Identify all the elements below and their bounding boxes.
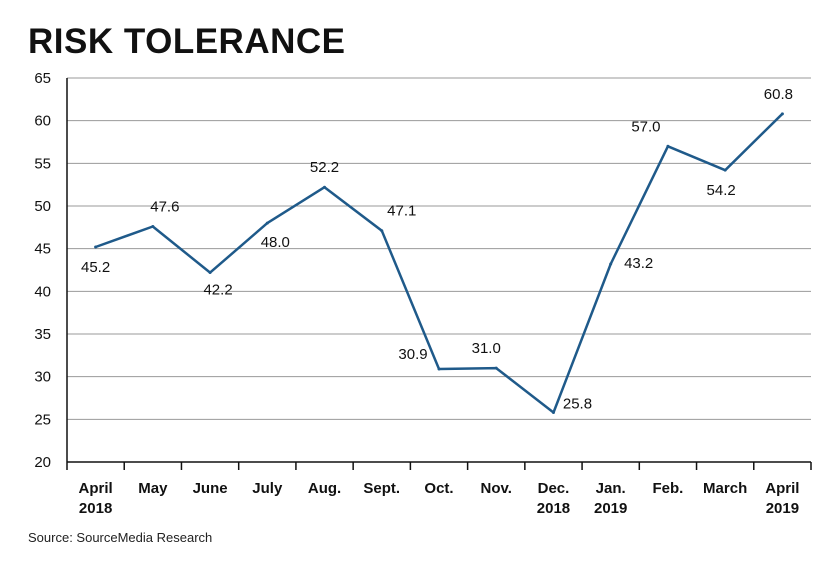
x-tick-label: Oct. <box>424 480 453 497</box>
x-tick-label: Aug. <box>308 480 341 497</box>
x-tick-label: Feb. <box>653 480 684 497</box>
data-label: 42.2 <box>203 282 232 299</box>
y-tick-label: 25 <box>34 411 51 428</box>
y-tick-label: 30 <box>34 369 51 386</box>
source-note: Source: SourceMedia Research <box>28 530 213 545</box>
data-label: 48.0 <box>261 234 290 251</box>
data-label: 25.8 <box>563 396 592 413</box>
x-tick-label: Nov. <box>481 480 512 497</box>
data-label: 45.2 <box>81 259 110 276</box>
data-label: 47.6 <box>150 198 179 215</box>
data-point <box>437 367 441 371</box>
data-point <box>94 245 98 249</box>
data-label: 31.0 <box>472 340 501 357</box>
data-point <box>609 262 613 266</box>
x-tick-label: April 2018 <box>79 480 113 517</box>
y-tick-label: 40 <box>34 283 51 300</box>
data-point <box>666 144 670 148</box>
data-label: 57.0 <box>631 118 660 135</box>
y-tick-label: 20 <box>34 454 51 471</box>
data-label: 54.2 <box>707 182 736 199</box>
data-label: 52.2 <box>310 159 339 176</box>
x-tick-label: May <box>138 480 168 497</box>
y-tick-label: 45 <box>34 241 51 258</box>
y-tick-label: 50 <box>34 198 51 215</box>
x-tick-label: Sept. <box>363 480 400 497</box>
data-label: 43.2 <box>624 255 653 272</box>
data-label: 47.1 <box>387 203 416 220</box>
data-point <box>551 411 555 415</box>
data-point <box>494 366 498 370</box>
y-tick-label: 55 <box>34 155 51 172</box>
x-tick-label: Jan. 2019 <box>594 480 627 517</box>
data-point <box>723 168 727 172</box>
data-label: 60.8 <box>764 86 793 103</box>
data-point <box>208 271 212 275</box>
data-point <box>151 224 155 228</box>
y-tick-label: 35 <box>34 326 51 343</box>
x-tick-label: Dec. 2018 <box>537 480 570 517</box>
x-tick-label: June <box>193 480 228 497</box>
data-point <box>380 229 384 233</box>
x-tick-label: April 2019 <box>765 480 799 517</box>
y-tick-label: 65 <box>34 70 51 87</box>
data-label: 30.9 <box>398 346 427 363</box>
x-tick-label: March <box>703 480 747 497</box>
y-tick-label: 60 <box>34 113 51 130</box>
data-point <box>265 221 269 225</box>
chart-title: RISK TOLERANCE <box>28 22 346 61</box>
data-point <box>323 185 327 189</box>
data-point <box>780 112 784 116</box>
x-tick-label: July <box>252 480 283 497</box>
